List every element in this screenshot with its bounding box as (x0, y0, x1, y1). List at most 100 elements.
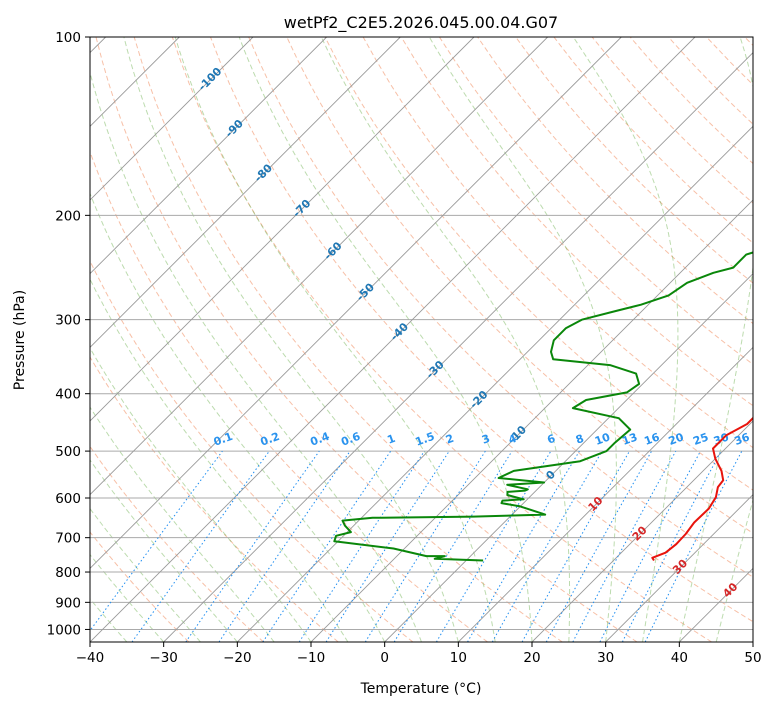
dry-adiabat-line (744, 37, 753, 47)
isotherm-line (90, 37, 475, 422)
isotherm-label: -90 (223, 117, 246, 140)
mixing-ratio-label: 6 (545, 432, 557, 447)
plot-frame (89, 36, 754, 643)
isotherm-line (90, 37, 327, 275)
x-tick-label: 20 (523, 650, 540, 666)
dry-adiabat-line (438, 37, 753, 366)
mixing-ratio-label: 3 (480, 432, 492, 447)
y-tick-label: 900 (55, 595, 81, 611)
mixing-ratio-line (599, 450, 701, 642)
mixing-ratio-line (521, 450, 630, 642)
y-tick-label: 800 (55, 565, 81, 581)
y-tick-label: 700 (55, 531, 81, 547)
isotherm-label: 0 (543, 468, 558, 483)
moist-adiabat-line (90, 459, 238, 642)
mixing-ratio-label: 10 (593, 430, 612, 448)
moist-adiabat-line (572, 37, 679, 642)
isotherm-label: -30 (424, 358, 447, 381)
isotherm-line (752, 641, 753, 642)
mixing-ratio-label: 0.2 (259, 430, 282, 449)
background-lines (90, 37, 753, 642)
moist-adiabat-line (90, 192, 386, 642)
isotherm-line (237, 125, 753, 642)
isotherm-line (310, 199, 753, 642)
mixing-ratio-label: 20 (667, 430, 686, 448)
dry-adiabat-line (515, 37, 753, 284)
y-tick-label: 400 (55, 387, 81, 403)
x-tick-label: −20 (223, 650, 252, 666)
profile-lines (333, 251, 753, 562)
isotherm-line (90, 37, 622, 569)
mixing-ratio-label: 16 (642, 430, 661, 448)
isotherm-line (458, 346, 753, 642)
mixing-ratio-label: 13 (620, 431, 639, 448)
y-axis-label: Pressure (hPa) (12, 290, 28, 390)
x-tick-label: 50 (744, 650, 761, 666)
mixing-ratio-line (90, 450, 223, 632)
dewpoint-line (333, 251, 753, 562)
isotherm-line (90, 37, 254, 201)
isotherm-label: -80 (252, 161, 275, 184)
dry-adiabat-line (248, 37, 753, 578)
dry-adiabat-line (90, 150, 488, 642)
mixing-ratio-line (545, 450, 653, 642)
isotherm-label: -20 (467, 388, 490, 411)
y-axis: 100 200 300 400 500 600 700 800 900 1000 (47, 30, 90, 638)
isotherm-line (163, 52, 753, 642)
y-tick-label: 300 (55, 313, 81, 329)
x-tick-label: −40 (76, 650, 105, 666)
dry-adiabat-line (90, 356, 339, 642)
mixing-ratio-line (393, 450, 513, 642)
y-tick-label: 100 (55, 30, 81, 46)
dry-adiabat-line (90, 445, 264, 642)
x-tick-label: −30 (149, 650, 178, 666)
mixing-ratio-label: 0.1 (212, 430, 235, 449)
moist-adiabat-line (320, 37, 571, 642)
isotherm-label: 40 (720, 580, 740, 600)
mixing-ratio-line (131, 450, 270, 642)
isotherm-line (605, 494, 753, 642)
dry-adiabat-line (668, 37, 753, 125)
mixing-ratio-label: 8 (574, 432, 586, 447)
isotherm-label: -40 (388, 320, 411, 343)
mixing-ratio-label: 4 (507, 432, 519, 447)
mixing-ratio-line (185, 450, 320, 642)
mixing-ratio-label: 1.5 (414, 430, 437, 449)
mixing-ratio-line (435, 450, 552, 642)
dry-adiabat-line (90, 531, 190, 642)
isotherm-line (90, 37, 548, 496)
x-tick-label: 10 (450, 650, 467, 666)
moist-adiabat-line (90, 278, 349, 642)
mixing-ratio-label: 1 (385, 432, 397, 447)
mixing-ratio-label: 0.6 (339, 430, 362, 449)
isotherm-label: -60 (321, 239, 344, 262)
mixing-ratio-label: 0.4 (309, 430, 332, 449)
mixing-ratio-label: 25 (691, 431, 710, 448)
isotherm-line (90, 37, 401, 348)
x-tick-label: 30 (597, 650, 614, 666)
dry-adiabat-line (90, 259, 414, 642)
moist-adiabat-line (90, 347, 312, 642)
moist-adiabat-line (715, 497, 753, 642)
moist-adiabat-line (428, 37, 617, 642)
x-axis: −40 −30 −20 −10 0 10 20 30 40 50 (76, 642, 762, 666)
isotherm-label: -100 (196, 65, 225, 94)
x-axis-label: Temperature (°C) (360, 681, 482, 697)
dry-adiabat-line (400, 37, 753, 407)
chart-title: wetPf2_C2E5.2026.045.00.04.G07 (284, 13, 558, 33)
dry-adiabat-line (591, 37, 753, 204)
mixing-ratio-line (572, 450, 677, 642)
moist-adiabat-line (90, 507, 201, 642)
y-tick-label: 1000 (47, 622, 81, 638)
isotherm-line (90, 37, 696, 642)
isotherm-line (531, 420, 753, 642)
isotherm-line (384, 273, 753, 642)
moist-adiabat-line (123, 37, 459, 642)
isotherm-label: -50 (354, 280, 377, 303)
mixing-ratio-label: 2 (444, 432, 456, 447)
temperature-line (651, 416, 753, 562)
dry-adiabat-line (171, 37, 712, 642)
isotherm-label: 10 (586, 494, 606, 514)
